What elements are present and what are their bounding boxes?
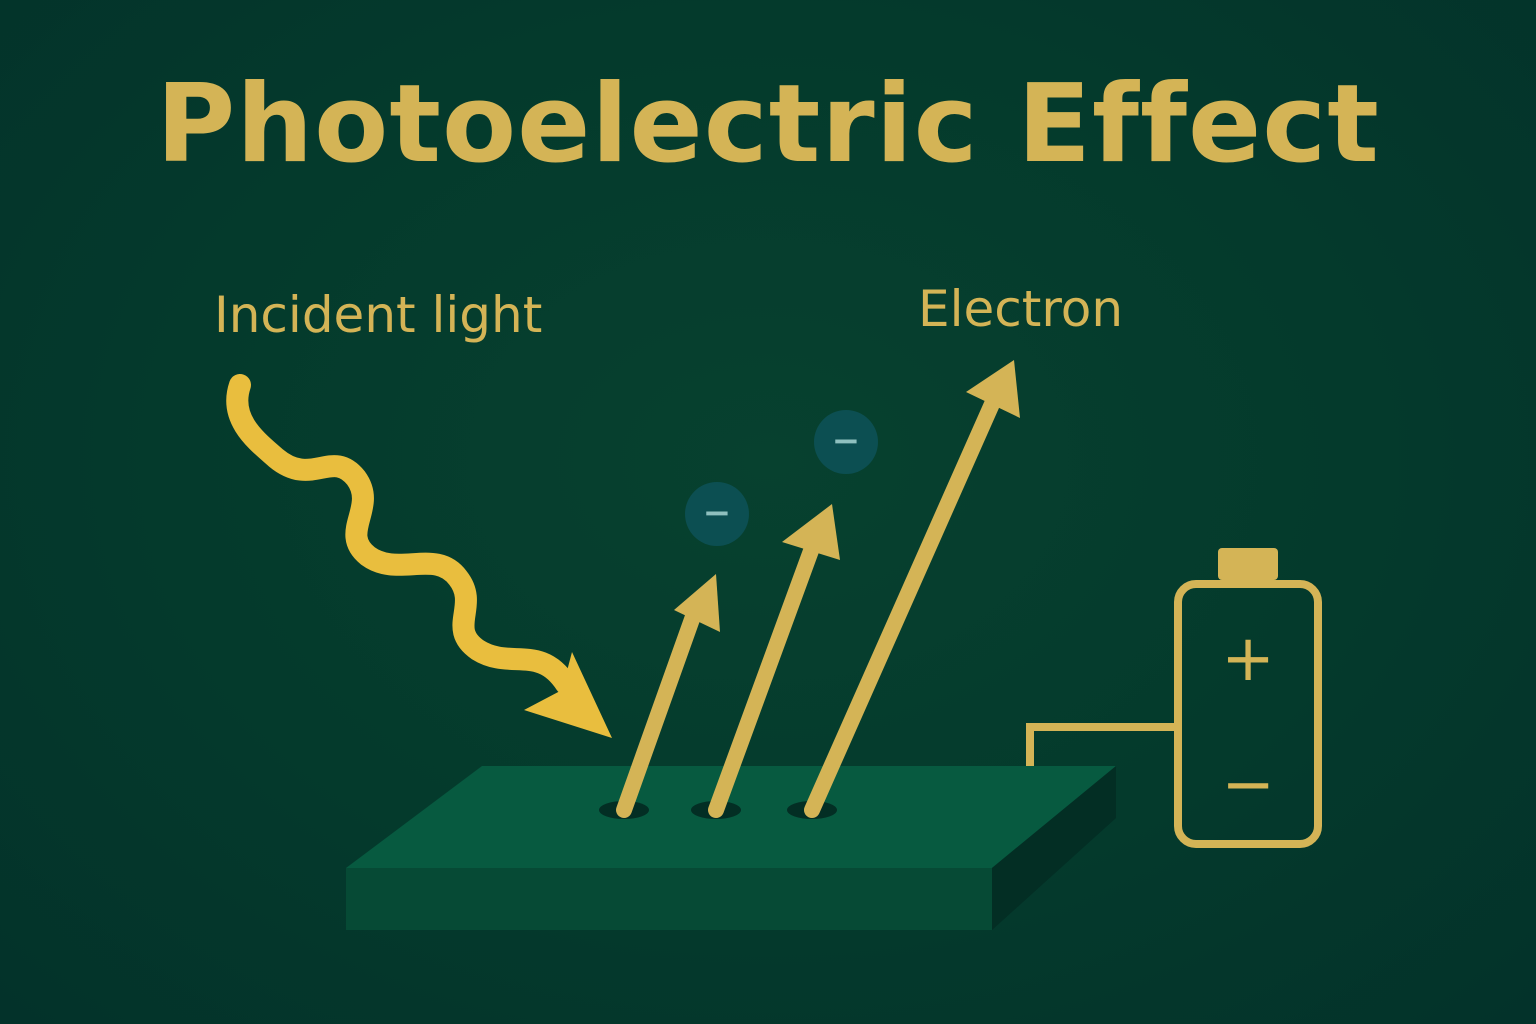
plate-front-face xyxy=(346,868,992,930)
battery-icon: + − xyxy=(1174,548,1322,848)
electron-trajectory-arrowhead xyxy=(966,360,1020,418)
electron-trajectory-arrowhead xyxy=(674,574,720,632)
battery-negative-sign: − xyxy=(1221,748,1275,822)
electron-charge: − xyxy=(703,493,732,533)
electron-circle xyxy=(814,410,878,474)
circuit-wire xyxy=(1026,723,1176,766)
electron: − xyxy=(814,410,878,474)
electron-circle xyxy=(685,482,749,546)
electron-trajectory-arrow xyxy=(804,396,1000,818)
metal-plate xyxy=(346,766,1116,930)
electron-charge: − xyxy=(832,421,861,461)
battery-positive-sign: + xyxy=(1221,622,1275,696)
light-wave-path xyxy=(226,374,577,695)
electron-label: Electron xyxy=(918,280,1124,338)
plate-side-face xyxy=(992,766,1116,930)
electron-trajectory-arrow xyxy=(708,540,820,818)
diagram-title: Photoelectric Effect xyxy=(156,62,1380,187)
electron-trajectories xyxy=(616,360,1020,818)
incident-light-label: Incident light xyxy=(214,286,543,344)
incident-light-wave xyxy=(226,374,612,738)
light-wave-arrowhead xyxy=(524,652,612,738)
battery-body xyxy=(1174,580,1322,848)
electron: − xyxy=(685,482,749,546)
electron-trajectory-arrowhead xyxy=(782,504,840,560)
electron-trajectory-arrow xyxy=(616,600,704,818)
battery-terminal xyxy=(1218,548,1278,580)
